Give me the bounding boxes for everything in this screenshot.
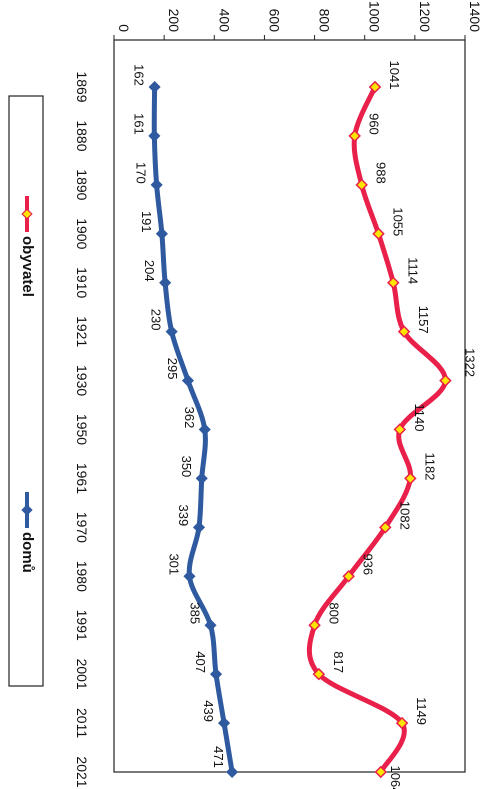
category-tick-label: 1970: [74, 512, 90, 543]
series-domu: 162 161 170 191 204 230 295 362 350 339 301 385 407 4…: [131, 64, 239, 779]
series-layer: 1041 960 988 1055 1114 1157 1322 1140 1182 1082 93…: [131, 61, 477, 789]
legend-label: obyvatel: [19, 236, 36, 297]
value-tick-label: 1000: [367, 1, 383, 32]
data-label: 1041: [387, 61, 402, 90]
category-tick-label: 1890: [74, 169, 90, 200]
data-point: [395, 716, 409, 730]
category-tick-label: 2011: [74, 708, 90, 738]
data-point: [393, 423, 407, 436]
data-point: [209, 668, 223, 681]
data-point: [150, 178, 163, 191]
plot-area: [113, 39, 466, 773]
data-point: [159, 276, 172, 289]
data-label: 817: [331, 651, 346, 673]
data-label: 960: [367, 113, 382, 135]
data-label: 1157: [416, 306, 431, 334]
data-point: [148, 129, 161, 142]
data-label: 1322: [462, 348, 477, 377]
data-label: 407: [193, 651, 208, 673]
data-point: [204, 619, 217, 632]
data-label: 191: [139, 211, 154, 233]
data-label: 1149: [414, 697, 429, 725]
data-point: [439, 374, 452, 387]
value-axis: 0 200 400 600 800 1000 1200 1400: [113, 1, 483, 40]
data-label: 204: [142, 260, 157, 282]
data-point: [192, 521, 206, 534]
category-tick-label: 1900: [74, 218, 90, 249]
data-point: [397, 325, 411, 338]
category-tick-label: 1991: [74, 610, 90, 641]
data-label: 1182: [422, 452, 437, 480]
plot-frame: [113, 39, 466, 773]
legend-box: [8, 95, 44, 687]
data-label: 362: [182, 407, 197, 429]
data-label: 295: [165, 358, 180, 380]
category-tick-label: 1921: [74, 316, 90, 347]
category-tick-label: 1961: [74, 463, 90, 494]
value-tick-label: 1400: [467, 1, 483, 32]
data-label: 350: [179, 456, 194, 478]
data-point: [404, 472, 417, 485]
data-point: [165, 325, 178, 338]
data-label: 339: [176, 505, 191, 527]
data-label: 471: [211, 746, 226, 768]
data-point: [308, 618, 321, 632]
category-axis: 1869 1880 1890 1900 1910 1921 1930 1950 1961 1970…: [74, 71, 90, 787]
data-label: 162: [132, 64, 147, 86]
data-point: [355, 178, 368, 192]
data-point: [379, 521, 392, 534]
data-label: 1055: [391, 207, 406, 236]
data-point: [218, 717, 231, 730]
data-point: [374, 765, 388, 779]
data-point: [368, 80, 382, 94]
data-label: 1140: [412, 404, 427, 432]
data-label: 1064: [388, 766, 403, 789]
legend-swatch-marker: [21, 504, 33, 516]
data-point: [348, 129, 361, 143]
data-label: 936: [361, 553, 376, 575]
category-tick-label: 1869: [74, 71, 90, 102]
category-tick-label: 1950: [74, 414, 90, 445]
legend-label: domů: [19, 532, 36, 573]
data-point: [198, 423, 211, 436]
value-tick-label: 600: [266, 9, 282, 33]
data-label: 230: [149, 309, 164, 331]
data-label: 1082: [397, 501, 412, 530]
data-label: 800: [327, 602, 342, 624]
category-tick-label: 2021: [74, 756, 90, 787]
data-point: [148, 80, 161, 94]
value-tick-label: 0: [116, 24, 132, 32]
category-tick-label: 1980: [74, 561, 90, 592]
data-label: 161: [131, 113, 146, 135]
category-tick-label: 1910: [74, 267, 90, 298]
data-point: [195, 472, 208, 485]
data-point: [372, 227, 385, 241]
data-label: 988: [374, 162, 389, 184]
category-tick-label: 1930: [74, 365, 90, 396]
data-point: [312, 667, 326, 681]
data-label: 385: [188, 602, 203, 624]
category-tick-label: 2001: [74, 659, 90, 690]
value-tick-label: 400: [216, 9, 232, 33]
series-obyvatel: 1041 960 988 1055 1114 1157 1322 1140 1182 1082 93…: [306, 61, 477, 789]
data-point: [181, 374, 195, 387]
data-label: 170: [134, 162, 149, 184]
value-tick-label: 1200: [417, 1, 433, 32]
data-point: [226, 765, 239, 779]
data-point: [342, 570, 355, 583]
data-point: [155, 227, 168, 240]
data-label: 1114: [405, 257, 420, 284]
value-tick-label: 200: [166, 9, 182, 33]
data-point: [387, 276, 400, 289]
data-label: 301: [166, 553, 181, 575]
legend: obyvatel domů: [8, 95, 44, 687]
category-tick-label: 1880: [74, 120, 90, 151]
legend-swatch-marker: [21, 208, 33, 220]
value-tick-label: 800: [317, 9, 333, 33]
data-label: 439: [201, 700, 216, 722]
data-point: [183, 570, 196, 583]
